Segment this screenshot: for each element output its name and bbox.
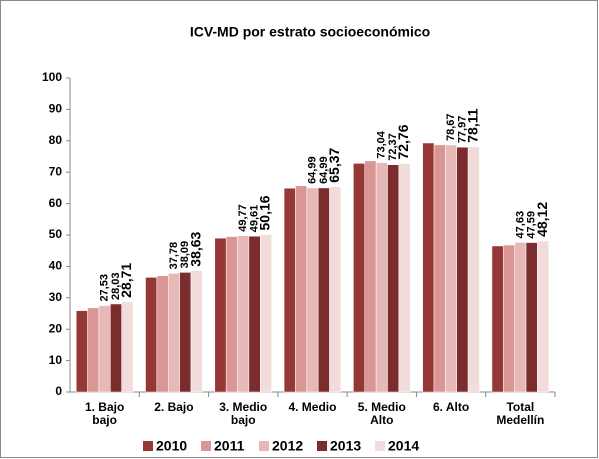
bar (317, 187, 330, 393)
legend-label: 2014 (388, 438, 419, 454)
bar (225, 236, 238, 393)
data-label: 48,12 (534, 202, 550, 237)
legend-label: 2012 (272, 438, 303, 454)
x-tick-label: 4. Medio (288, 400, 337, 414)
bar (514, 242, 527, 393)
y-tick-label: 30 (49, 290, 63, 304)
bar (329, 186, 342, 393)
bar (145, 277, 158, 393)
x-tick-label: 2. Bajo (154, 400, 194, 414)
x-tick-label: 3. Medio bajo (219, 400, 268, 427)
y-tick-label: 100 (42, 70, 62, 84)
data-label: 65,37 (326, 147, 342, 182)
data-label: 47,59 (526, 211, 538, 239)
legend-swatch (317, 441, 327, 451)
bar (387, 164, 400, 393)
bar (283, 187, 296, 393)
y-tick-label: 20 (49, 321, 63, 335)
x-tick-label: 5. Medio Alto (357, 400, 406, 427)
bar (295, 185, 308, 393)
bar (237, 235, 250, 393)
data-label: 64,99 (306, 156, 318, 184)
y-tick-label: 90 (49, 102, 63, 116)
data-label: 27,53 (99, 274, 111, 302)
bar (110, 303, 122, 393)
y-tick-label: 50 (49, 227, 63, 241)
data-label: 28,71 (118, 263, 134, 298)
legend-label: 2013 (330, 438, 361, 454)
data-label: 73,04 (376, 130, 388, 158)
data-label: 72,37 (387, 133, 399, 161)
data-label: 77,97 (456, 116, 468, 144)
data-label: 50,16 (257, 195, 273, 230)
data-label: 38,63 (187, 231, 203, 266)
bar (364, 160, 377, 393)
bar (179, 272, 192, 393)
data-label: 49,61 (248, 205, 260, 233)
x-tick-label: 1. Bajo bajo (84, 400, 125, 427)
bar (156, 275, 169, 393)
bar (260, 234, 272, 393)
data-label: 49,77 (237, 204, 249, 232)
bar (398, 163, 411, 393)
y-tick-label: 0 (55, 384, 62, 398)
data-label: 47,63 (514, 211, 526, 239)
data-label: 64,99 (318, 156, 330, 184)
legend-label: 2011 (214, 438, 245, 454)
x-tick-label: Total Medellín (496, 400, 545, 427)
bar (121, 301, 134, 393)
bar (375, 162, 388, 393)
legend-swatch (143, 441, 153, 451)
x-tick-label: 6. Alto (432, 400, 470, 414)
bar (503, 244, 515, 393)
bar (98, 305, 111, 393)
bar (353, 163, 365, 393)
bar (467, 146, 480, 393)
data-label: 38,09 (179, 241, 191, 269)
legend-swatch (375, 441, 385, 451)
bar (422, 142, 435, 393)
y-tick-label: 40 (49, 259, 63, 273)
data-label: 72,76 (395, 124, 411, 159)
bar (75, 310, 88, 393)
data-label: 78,67 (445, 113, 457, 141)
data-label: 78,11 (465, 108, 481, 142)
bar (491, 245, 504, 393)
bar (87, 307, 100, 393)
y-tick-label: 70 (49, 164, 63, 178)
data-label: 28,03 (110, 272, 122, 300)
bar (248, 235, 261, 393)
legend-swatch (201, 441, 211, 451)
chart-title: ICV-MD por estrato socioeconómico (190, 24, 430, 40)
bar (456, 146, 469, 393)
y-tick-label: 80 (49, 133, 63, 147)
legend-swatch (259, 441, 269, 451)
bar (214, 237, 227, 393)
bar (445, 144, 458, 393)
bar (167, 273, 180, 393)
data-label: 37,78 (168, 242, 180, 270)
y-tick-label: 60 (49, 196, 63, 210)
bar (190, 270, 203, 393)
bar (433, 144, 446, 393)
y-tick-label: 10 (49, 353, 63, 367)
bar (537, 240, 550, 393)
legend-label: 2010 (156, 438, 187, 454)
bar (525, 242, 538, 393)
bar (306, 187, 319, 393)
